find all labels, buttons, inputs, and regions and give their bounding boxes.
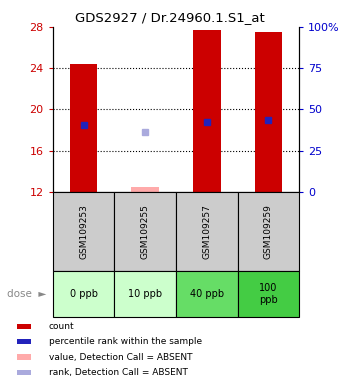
Bar bbox=[176, 192, 238, 271]
Bar bbox=[70, 64, 97, 192]
Bar bbox=[17, 370, 31, 375]
Text: 0 ppb: 0 ppb bbox=[69, 289, 98, 299]
Text: percentile rank within the sample: percentile rank within the sample bbox=[49, 337, 202, 346]
Bar bbox=[193, 30, 221, 192]
Bar bbox=[17, 339, 31, 344]
Bar bbox=[131, 187, 159, 192]
Text: GSM109259: GSM109259 bbox=[264, 204, 273, 259]
Text: dose  ►: dose ► bbox=[7, 289, 46, 299]
Bar bbox=[53, 192, 114, 271]
Bar bbox=[114, 271, 176, 317]
Bar bbox=[17, 354, 31, 360]
Text: GSM109255: GSM109255 bbox=[141, 204, 150, 259]
Text: 40 ppb: 40 ppb bbox=[190, 289, 224, 299]
Text: 100
ppb: 100 ppb bbox=[259, 283, 278, 305]
Text: 10 ppb: 10 ppb bbox=[128, 289, 162, 299]
Bar bbox=[238, 271, 299, 317]
Bar bbox=[176, 271, 238, 317]
Bar bbox=[17, 324, 31, 329]
Text: GSM109257: GSM109257 bbox=[202, 204, 211, 259]
Text: rank, Detection Call = ABSENT: rank, Detection Call = ABSENT bbox=[49, 368, 188, 377]
Bar bbox=[238, 192, 299, 271]
Bar bbox=[255, 32, 282, 192]
Text: count: count bbox=[49, 322, 74, 331]
Text: GDS2927 / Dr.24960.1.S1_at: GDS2927 / Dr.24960.1.S1_at bbox=[75, 12, 265, 25]
Text: value, Detection Call = ABSENT: value, Detection Call = ABSENT bbox=[49, 353, 192, 362]
Bar bbox=[53, 271, 114, 317]
Bar bbox=[114, 192, 176, 271]
Text: GSM109253: GSM109253 bbox=[79, 204, 88, 259]
